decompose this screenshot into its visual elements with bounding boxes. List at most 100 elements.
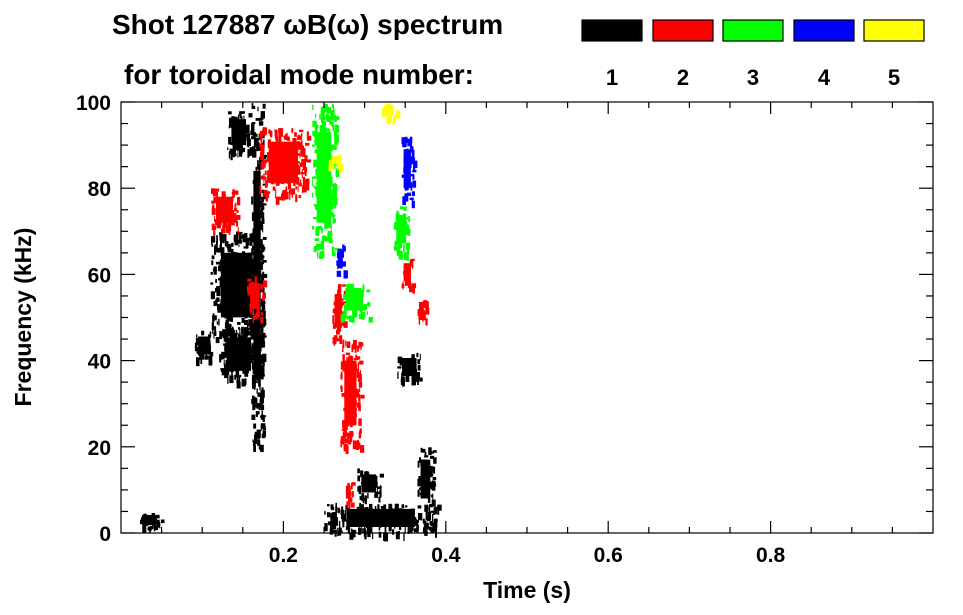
spectrum-region-mode-2 xyxy=(332,284,348,346)
spectrum-speckle xyxy=(402,281,404,290)
spectrum-speckle xyxy=(360,311,366,318)
spectrum-speckle xyxy=(364,507,369,515)
spectrum-speckle xyxy=(425,307,430,315)
spectrum-speckle xyxy=(260,397,264,404)
spectrum-speckle xyxy=(418,316,420,320)
spectrum-speckle xyxy=(375,482,378,486)
spectrum-speckle xyxy=(359,381,363,388)
spectrum-speckle xyxy=(419,377,423,382)
spectrum-speckle xyxy=(194,342,198,352)
spectrum-regions xyxy=(140,103,442,542)
spectrum-speckle xyxy=(257,191,262,200)
spectrum-speckle xyxy=(401,504,405,509)
spectrum-speckle xyxy=(236,375,239,384)
spectrum-speckle xyxy=(142,525,147,533)
spectrum-speckle xyxy=(364,495,367,505)
spectrum-speckle xyxy=(249,315,254,318)
spectrum-speckle xyxy=(343,434,346,439)
spectrum-speckle xyxy=(267,170,271,178)
spectrum-speckle xyxy=(371,481,374,488)
spectrum-speckle xyxy=(351,374,354,382)
spectrum-speckle xyxy=(327,521,330,526)
spectrum-speckle xyxy=(314,238,319,242)
spectrum-speckle xyxy=(354,298,359,307)
spectrum-speckle xyxy=(238,240,240,244)
spectrum-speckle xyxy=(404,273,407,279)
spectrum-speckle xyxy=(417,460,420,468)
spectrum-speckle xyxy=(218,278,221,281)
spectrum-speckle xyxy=(260,221,263,231)
spectrum-speckle xyxy=(428,470,433,478)
spectrum-speckle xyxy=(253,188,258,191)
spectrum-speckle xyxy=(324,168,328,173)
spectrum-speckle xyxy=(262,415,265,422)
spectrum-speckle xyxy=(304,169,307,177)
spectrum-speckle xyxy=(251,377,255,385)
legend-label-mode-3: 3 xyxy=(747,65,759,90)
spectrum-speckle xyxy=(398,228,401,231)
spectrum-speckle xyxy=(401,174,404,178)
spectrum-speckle xyxy=(300,133,303,136)
spectrum-speckle xyxy=(425,465,429,470)
spectrum-speckle xyxy=(388,522,392,532)
spectrum-speckle xyxy=(259,239,263,247)
spectrum-speckle xyxy=(325,159,328,163)
spectrum-speckle xyxy=(215,299,218,306)
spectrum-speckle xyxy=(260,361,265,365)
spectrum-speckle xyxy=(334,335,338,340)
spectrum-speckle xyxy=(360,445,365,453)
spectrum-speckle xyxy=(332,214,336,217)
spectrum-speckle xyxy=(262,159,267,164)
spectrum-speckle xyxy=(240,261,245,265)
spectrum-speckle xyxy=(322,122,326,129)
spectrum-speckle xyxy=(239,256,241,264)
spectrum-speckle xyxy=(285,186,288,193)
spectrum-speckle xyxy=(232,277,234,280)
spectrum-speckle xyxy=(234,116,238,122)
spectrum-speckle xyxy=(356,506,360,509)
spectrum-speckle xyxy=(407,148,409,153)
spectrum-speckle xyxy=(236,260,240,264)
spectrum-speckle xyxy=(156,519,160,528)
spectrum-speckle xyxy=(354,381,357,388)
spectrum-speckle xyxy=(347,508,350,514)
spectrum-speckle xyxy=(256,332,259,337)
spectrum-speckle xyxy=(324,127,327,132)
spectrum-speckle xyxy=(312,176,317,179)
spectrum-region-mode-2 xyxy=(345,482,356,509)
spectrum-speckle xyxy=(251,196,254,205)
spectrum-speckle xyxy=(360,295,362,298)
spectrum-speckle xyxy=(260,389,265,398)
spectrum-speckle xyxy=(341,428,345,431)
spectrum-speckle xyxy=(337,289,341,297)
spectrum-speckle xyxy=(244,340,249,349)
spectrum-speckle xyxy=(319,252,324,259)
spectrum-speckle xyxy=(383,532,387,541)
spectrum-speckle xyxy=(229,264,233,269)
spectrum-speckle xyxy=(323,116,326,120)
spectrum-speckle xyxy=(249,147,253,153)
x-tick-label: 0.4 xyxy=(431,544,461,567)
spectrum-speckle xyxy=(260,423,262,431)
spectrum-speckle xyxy=(221,288,226,291)
spectrum-speckle xyxy=(253,222,257,225)
spectrum-speckle xyxy=(295,173,298,179)
spectrum-speckle xyxy=(420,309,425,314)
spectrum-speckle xyxy=(355,288,358,294)
spectrum-speckle xyxy=(349,369,352,378)
spectrum-speckle xyxy=(393,246,398,251)
spectrum-speckle xyxy=(335,116,340,120)
spectrum-speckle xyxy=(341,513,347,522)
spectrum-speckle xyxy=(330,146,333,152)
spectrum-speckle xyxy=(314,138,316,145)
spectrum-speckle xyxy=(256,305,260,315)
spectrum-speckle xyxy=(216,297,220,302)
spectrum-speckle xyxy=(313,204,317,207)
spectrum-speckle xyxy=(432,482,437,487)
spectrum-speckle xyxy=(257,392,262,397)
spectrum-speckle xyxy=(406,184,409,191)
spectrum-speckle xyxy=(360,527,362,534)
spectrum-speckle xyxy=(242,251,246,257)
spectrum-speckle xyxy=(410,141,413,148)
spectrum-speckle xyxy=(352,440,357,450)
